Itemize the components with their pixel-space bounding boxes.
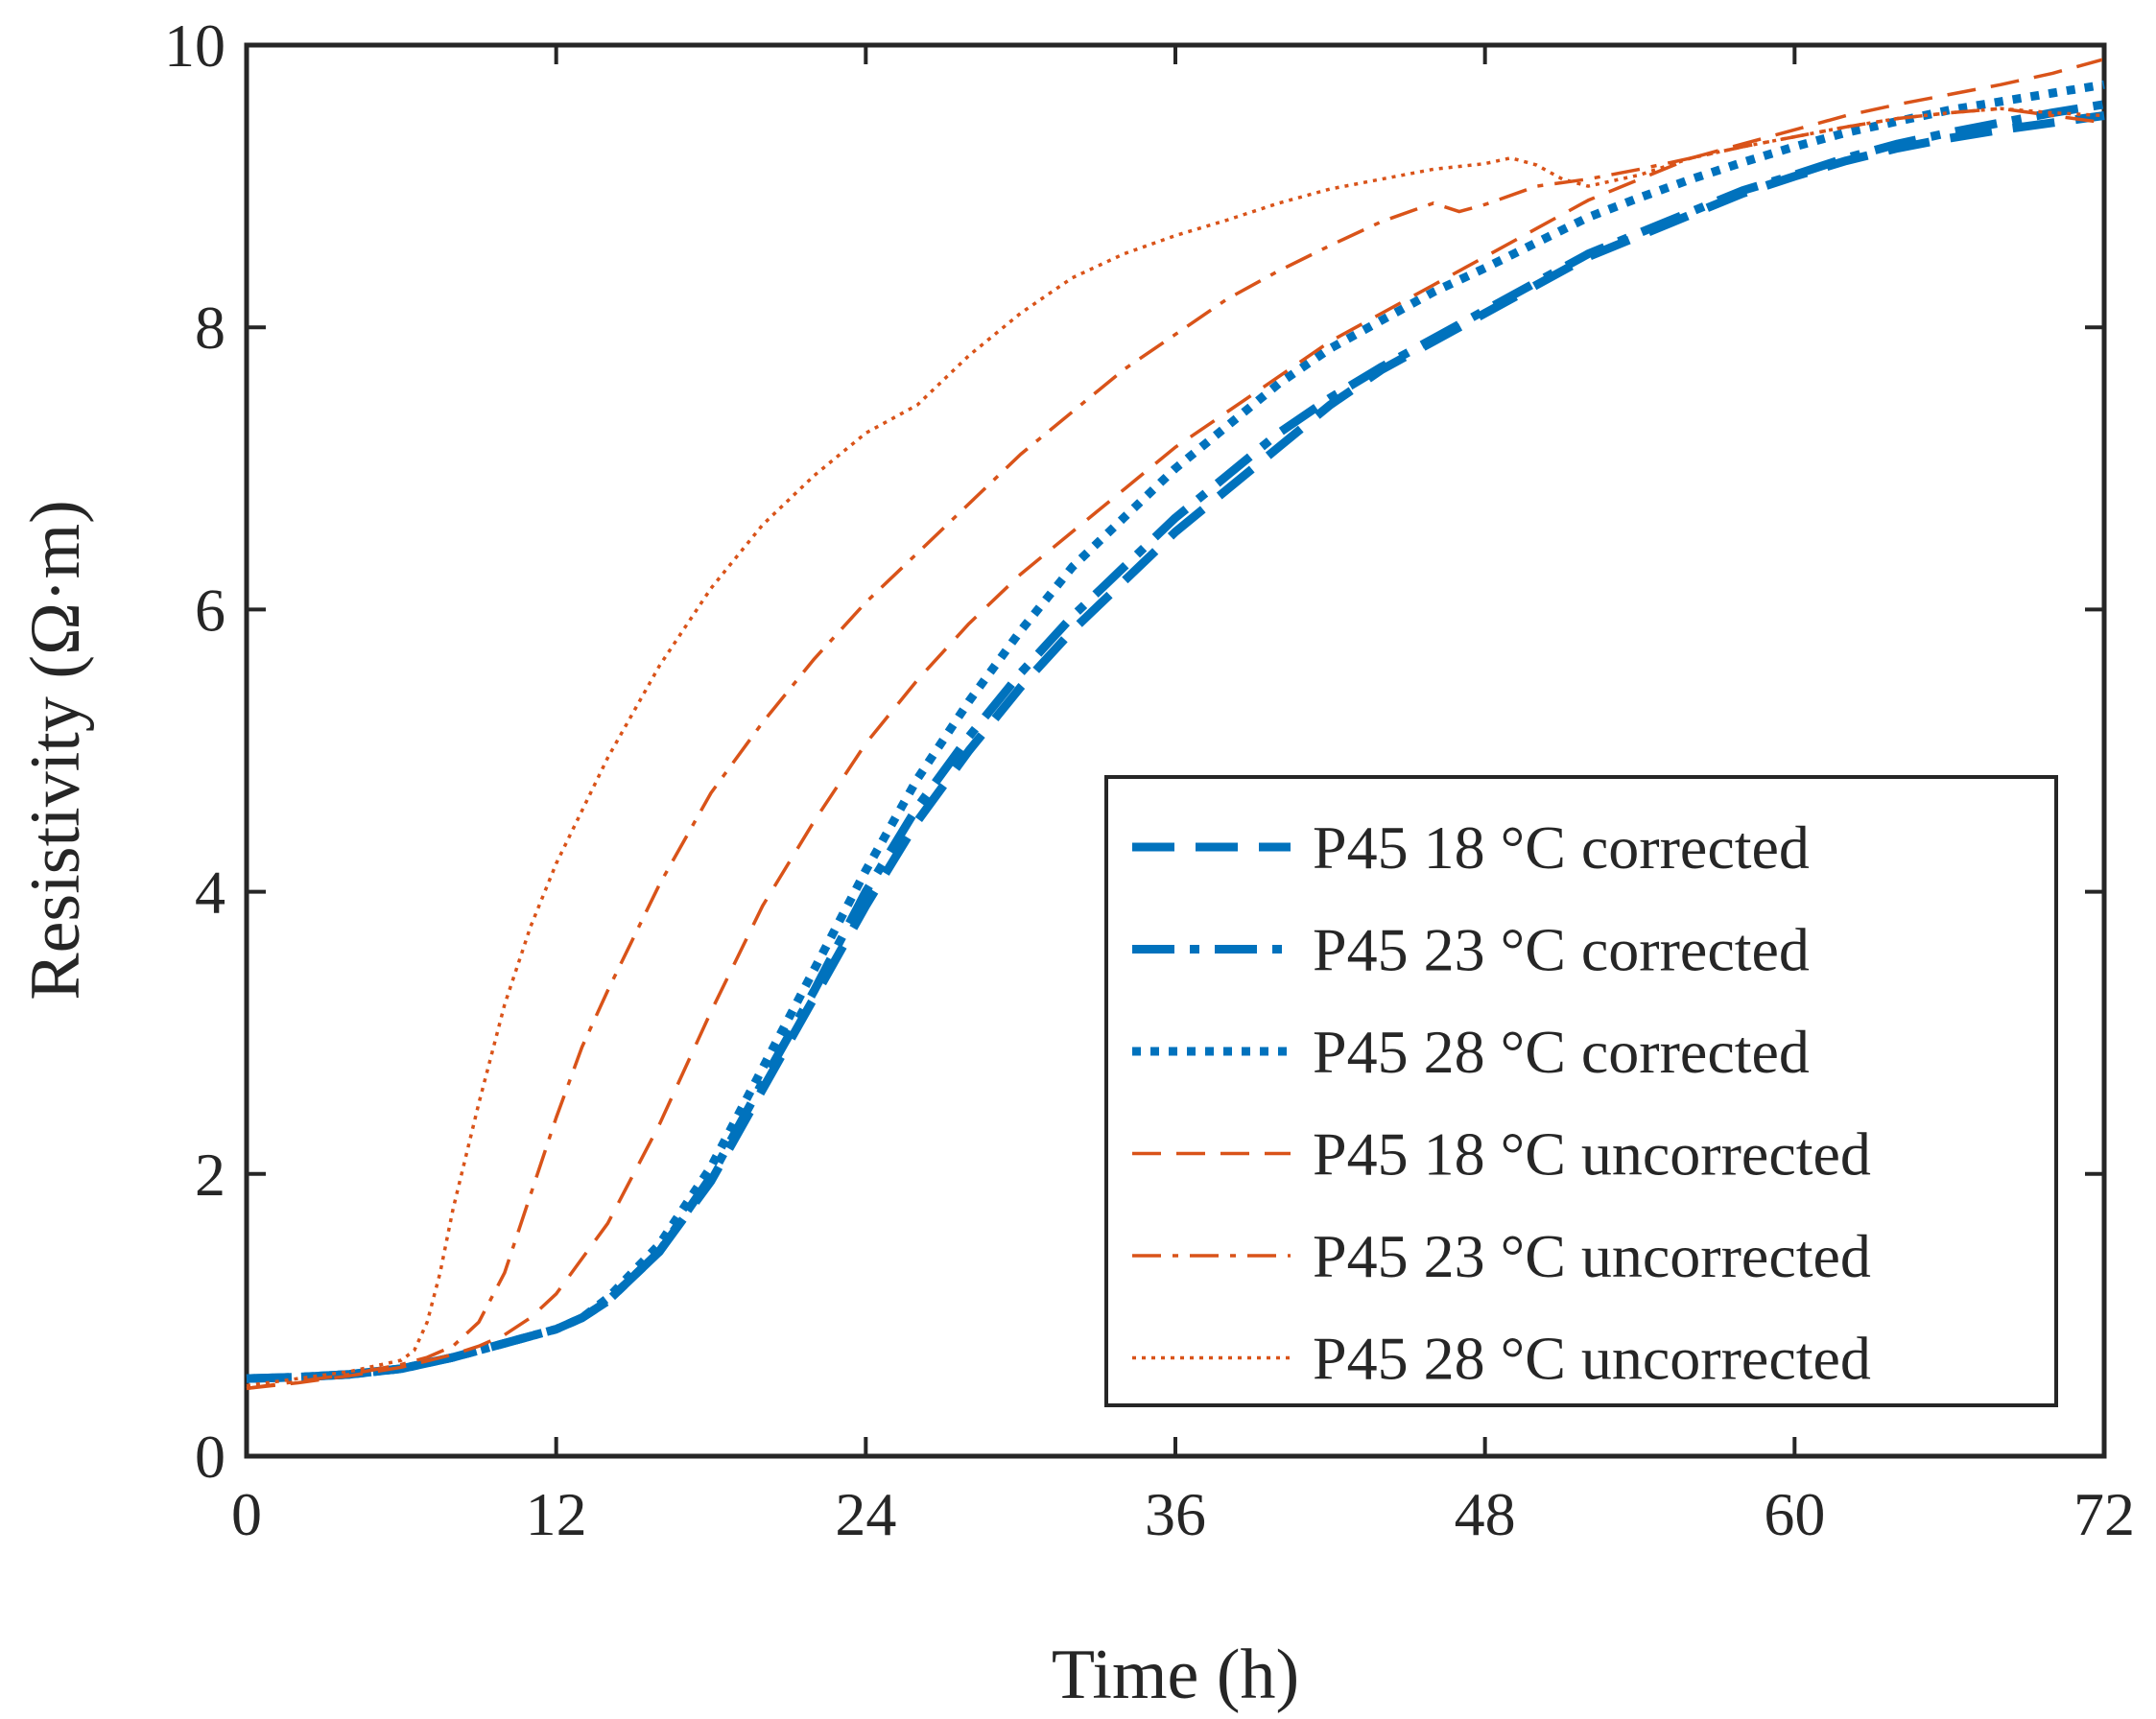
legend-label: P45 23 °C uncorrected [1313,1222,1871,1290]
y-tick-label: 2 [195,1141,225,1209]
y-tick-label: 8 [195,294,225,362]
series-line-4 [246,58,2105,1391]
legend-item: P45 28 °C corrected [1132,1018,1810,1086]
legend-entries: P45 18 °C corrected P45 23 °C corrected P4… [1132,813,1871,1393]
series-line-3 [246,80,2105,1383]
legend: P45 18 °C corrected P45 23 °C corrected P4… [1104,775,2058,1407]
legend-item: P45 28 °C uncorrected [1132,1325,1871,1393]
y-tick-label: 4 [195,859,225,927]
legend-item: P45 18 °C uncorrected [1132,1120,1871,1189]
legend-item: P45 18 °C corrected [1132,813,1810,882]
series-layer [246,58,2105,1391]
legend-label: P45 18 °C corrected [1313,813,1810,882]
y-tick-label: 10 [164,12,225,80]
legend-label: P45 28 °C corrected [1313,1018,1810,1086]
x-tick-label: 0 [231,1480,262,1548]
x-tick-label: 36 [1145,1480,1206,1548]
x-tick-label: 48 [1455,1480,1516,1548]
y-axis-label: Resistivity (Ω·m) [16,500,95,1001]
legend-item: P45 23 °C uncorrected [1132,1222,1871,1290]
y-tick-label: 0 [195,1423,225,1491]
legend-label: P45 18 °C uncorrected [1313,1120,1871,1189]
x-tick-label: 24 [835,1480,896,1548]
x-tick-label: 72 [2073,1480,2135,1548]
legend-label: P45 23 °C corrected [1313,916,1810,984]
legend-item: P45 23 °C corrected [1132,916,1810,984]
series-line-6 [246,106,2105,1388]
series-line-5 [246,106,2105,1391]
x-axis-label: Time (h) [1052,1636,1299,1714]
series-line-1 [246,111,2105,1383]
x-tick-label: 12 [526,1480,587,1548]
legend-label: P45 28 °C uncorrected [1313,1325,1871,1393]
axis-labels: Time (h) Resistivity (Ω·m) [16,500,1299,1714]
x-tick-label: 60 [1764,1480,1825,1548]
y-tick-label: 6 [195,576,225,644]
legend-box [1104,775,2058,1407]
